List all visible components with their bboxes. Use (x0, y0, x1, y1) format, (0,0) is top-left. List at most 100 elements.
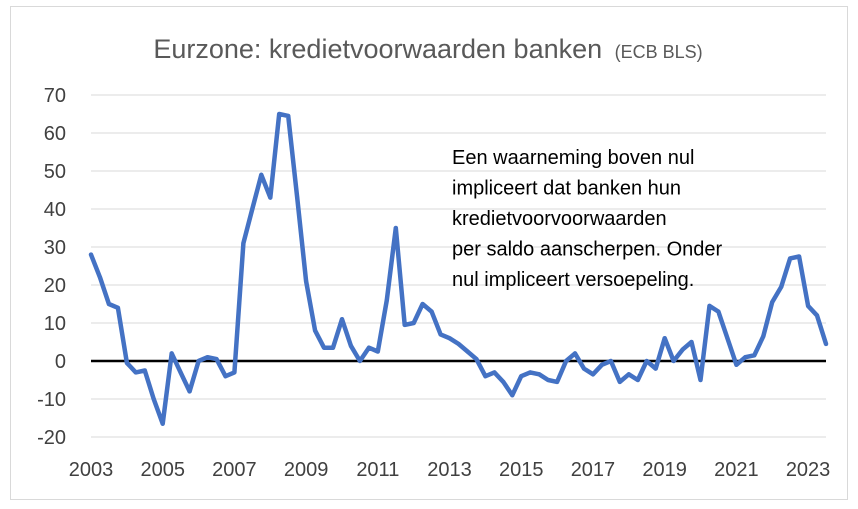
chart-frame (10, 6, 848, 500)
data-point (635, 378, 640, 382)
data-point (366, 345, 371, 350)
data-point (483, 374, 488, 379)
data-point (546, 378, 551, 382)
data-point (106, 302, 111, 306)
data-point (564, 359, 569, 363)
data-point (393, 226, 398, 230)
y-tick-label: 40 (44, 199, 66, 221)
data-point (115, 305, 120, 310)
y-tick-label: 70 (44, 85, 66, 107)
data-point (241, 241, 246, 246)
x-axis-ticks: 2003 2005 2007 2009 2011 2013 2015 2017 2019 2021… (69, 459, 831, 481)
annotation-line: kredietvoorvoorwaarden (452, 208, 667, 230)
y-tick-label: 60 (44, 123, 66, 145)
data-point (411, 321, 416, 325)
x-tick-label: 2005 (140, 459, 185, 481)
chart-title: Eurzone: kredietvoorwaarden banken (153, 34, 602, 64)
x-tick-label: 2007 (212, 459, 257, 481)
data-point (707, 303, 712, 308)
annotation-text: Een waarneming boven nul impliceert dat b… (452, 147, 723, 291)
data-point (474, 357, 479, 362)
x-tick-label: 2023 (786, 459, 831, 481)
x-tick-label: 2003 (69, 459, 114, 481)
data-point (277, 112, 282, 116)
annotation-line: nul impliceert versoepeling. (452, 269, 694, 291)
data-point (97, 275, 102, 280)
data-point (178, 370, 183, 375)
data-point (815, 313, 820, 318)
data-point (232, 370, 237, 375)
data-point (250, 207, 255, 211)
data-point (528, 370, 533, 375)
data-point (151, 397, 156, 401)
data-point (456, 341, 461, 346)
data-point (806, 303, 811, 308)
data-point (590, 372, 595, 377)
data-point (779, 284, 784, 289)
data-point (322, 345, 327, 350)
y-tick-label: 0 (55, 351, 66, 373)
data-point (447, 336, 452, 341)
annotation-line: per saldo aanscherpen. Onder (452, 239, 723, 261)
data-point (671, 359, 676, 363)
data-point (626, 372, 631, 377)
data-point (124, 360, 129, 365)
data-point (492, 370, 497, 375)
y-tick-label: 10 (44, 313, 66, 335)
data-point (223, 374, 228, 379)
data-point (313, 328, 318, 333)
data-point (581, 366, 586, 371)
data-point (196, 359, 201, 363)
data-point (259, 172, 264, 177)
data-point (187, 389, 192, 394)
y-tick-label: -20 (37, 427, 66, 449)
data-point (537, 372, 542, 377)
data-point (573, 351, 578, 356)
data-point (761, 334, 766, 339)
data-point (465, 349, 470, 354)
gridlines (91, 94, 826, 438)
data-point (295, 195, 300, 200)
series-points (89, 112, 828, 426)
x-tick-label: 2013 (427, 459, 472, 481)
x-tick-label: 2009 (284, 459, 329, 481)
data-point (438, 332, 443, 337)
data-point (214, 357, 219, 362)
x-tick-label: 2021 (714, 459, 759, 481)
data-point (89, 252, 93, 257)
data-point (752, 353, 757, 358)
annotation-line: Een waarneming boven nul (452, 147, 694, 169)
data-point (304, 279, 309, 284)
data-point (680, 347, 685, 352)
data-point (770, 300, 775, 305)
data-point (357, 359, 362, 363)
data-point (797, 254, 802, 259)
data-point (375, 349, 380, 354)
data-point (725, 336, 730, 341)
data-point (788, 256, 793, 261)
data-point (286, 113, 291, 118)
x-tick-label: 2015 (499, 459, 544, 481)
data-point (599, 362, 604, 367)
data-point (555, 379, 560, 384)
data-point (824, 341, 828, 346)
chart-subtitle: (ECB BLS) (615, 42, 703, 62)
x-tick-label: 2017 (571, 459, 616, 481)
data-point (519, 374, 524, 379)
y-axis-ticks: 70 60 50 40 30 20 10 0 -10 -20 (37, 85, 66, 449)
data-point (510, 393, 515, 398)
data-point (429, 309, 434, 314)
x-tick-label: 2019 (642, 459, 687, 481)
data-point (501, 379, 506, 384)
data-point (644, 359, 649, 363)
data-point (698, 378, 703, 382)
data-point (716, 309, 721, 314)
annotation-line: impliceert dat banken hun (452, 178, 681, 200)
data-point (608, 359, 613, 363)
x-tick-label: 2011 (356, 459, 399, 481)
data-point (169, 351, 174, 356)
data-point (617, 379, 622, 384)
data-point (205, 355, 210, 360)
data-point (331, 345, 336, 350)
